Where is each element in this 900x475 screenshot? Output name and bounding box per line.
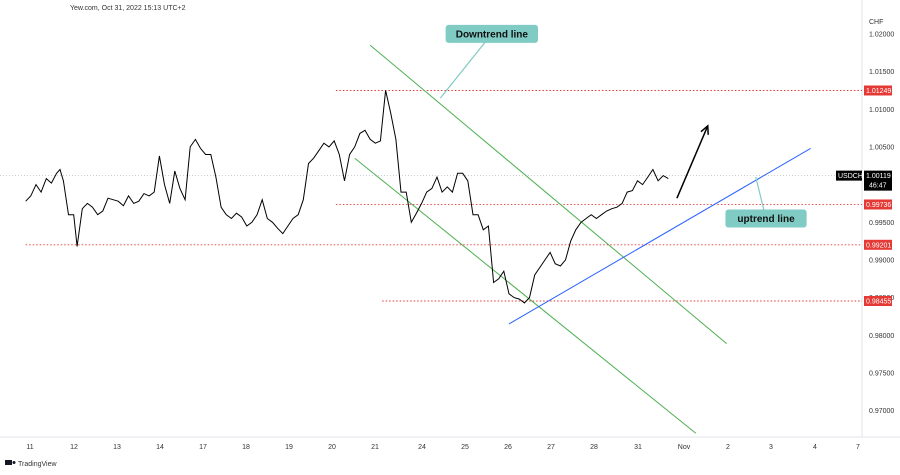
x-tick-label: 11 — [26, 444, 33, 451]
level-tag — [864, 296, 892, 307]
y-tick-label: 0.97500 — [869, 370, 894, 377]
x-tick-label: 26 — [504, 444, 512, 451]
x-tick-label: 12 — [70, 444, 78, 451]
last-price-label: 1.00119 — [866, 173, 891, 180]
trendline — [369, 44, 727, 344]
level-tag-label: 1.01249 — [866, 88, 891, 95]
annotation-box — [445, 24, 539, 43]
x-tick-label: 31 — [634, 444, 642, 451]
price-series-line — [25, 90, 669, 304]
x-tick-label: 21 — [371, 444, 379, 451]
x-tick-label: 2 — [726, 444, 730, 451]
symbol-tag-label: USDCHF — [838, 173, 867, 180]
y-tick-label: 1.02000 — [869, 31, 894, 38]
x-tick-label: 14 — [156, 444, 164, 451]
last-price-tag-box — [864, 170, 892, 191]
x-tick-label: Nov — [678, 444, 691, 451]
y-tick-label: 1.01000 — [869, 107, 894, 114]
arrow-shaft — [676, 125, 709, 199]
x-tick-label: 19 — [285, 444, 293, 451]
level-tag-label: 0.99736 — [866, 202, 891, 209]
annotations: Downtrend line uptrend line — [439, 24, 807, 228]
tradingview-logo-dot — [12, 461, 16, 464]
annotation-box — [725, 209, 807, 228]
last-price-tag: USDCHF 1.00119 46:47 — [836, 170, 892, 191]
chart-source-header: Yew.com, Oct 31, 2022 15:13 UTC+2 — [70, 5, 186, 12]
trendline — [508, 147, 811, 325]
symbol-tag — [836, 170, 862, 181]
x-tick-label: 4 — [813, 444, 817, 451]
y-tick-label: 0.97000 — [869, 408, 894, 415]
x-tick-label: 7 — [856, 444, 860, 451]
x-tick-label: 18 — [242, 444, 250, 451]
trendlines — [354, 44, 811, 434]
x-tick-label: 27 — [547, 444, 555, 451]
y-tick-label: 0.99500 — [869, 220, 894, 227]
level-tag-label: 0.98455 — [866, 299, 891, 306]
up-arrow — [676, 124, 709, 199]
level-tag — [864, 239, 892, 250]
x-tick-label: 17 — [199, 444, 207, 451]
level-tag-label: 0.99201 — [866, 242, 891, 249]
time-axis[interactable]: 11 12 13 14 17 18 19 20 21 24 25 26 27 28 31 Nov 2 3 4 7 — [26, 444, 860, 451]
arrow-head — [700, 124, 709, 135]
currency-label: CHF — [869, 19, 883, 26]
y-tick-label: 0.98000 — [869, 333, 894, 340]
y-tick-label: 1.01500 — [869, 69, 894, 76]
tradingview-logo-mark — [5, 460, 12, 465]
x-tick-label: 20 — [328, 444, 336, 451]
candle-countdown: 46:47 — [869, 183, 887, 190]
support-resistance-levels: 1.01249 0.99736 0.99201 0.98455 — [25, 85, 892, 307]
x-tick-label: 24 — [418, 444, 426, 451]
level-tag — [864, 85, 892, 96]
tradingview-brand-text: TradingView — [18, 461, 57, 468]
tradingview-logo[interactable]: TradingView — [5, 460, 57, 468]
level-tag — [864, 199, 892, 210]
y-tick-label: 0.99000 — [869, 257, 894, 264]
x-tick-label: 3 — [769, 444, 773, 451]
annotation-label: Downtrend line — [456, 29, 529, 40]
annotation-label: uptrend line — [737, 214, 795, 225]
x-tick-label: 13 — [113, 444, 121, 451]
trendline — [354, 157, 697, 434]
x-tick-label: 25 — [461, 444, 469, 451]
x-tick-label: 28 — [590, 444, 598, 451]
y-tick-label: 1.00500 — [869, 144, 894, 151]
annotation-pointer — [439, 33, 493, 99]
